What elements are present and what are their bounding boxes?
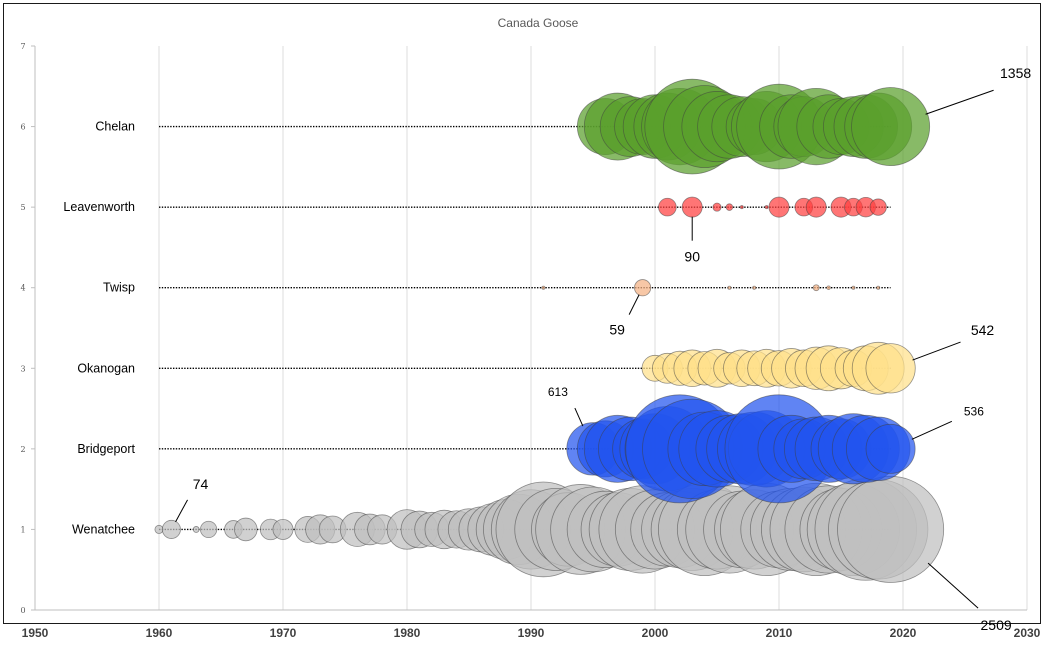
bubble [234, 517, 258, 542]
x-tick-label: 2030 [1014, 626, 1041, 640]
chart-title: Canada Goose [498, 16, 579, 30]
annotation-leader [927, 562, 979, 609]
row-label: Wenatchee [72, 522, 135, 536]
bubble [658, 197, 677, 217]
annotation-leader [911, 420, 953, 440]
annotation-label: 90 [684, 249, 700, 265]
row-label: Chelan [95, 120, 135, 134]
y-tick-label: 3 [20, 364, 25, 373]
annotation-label: 536 [964, 404, 984, 418]
annotation-label: 1358 [1000, 65, 1031, 81]
row-label: Bridgeport [77, 442, 135, 456]
x-tick-label: 2020 [890, 626, 917, 640]
x-tick-label: 1960 [146, 626, 173, 640]
annotation-label: 74 [193, 476, 209, 492]
annotation-label: 542 [971, 322, 995, 338]
y-tick-label: 2 [20, 445, 25, 454]
bubble [272, 518, 294, 540]
bubble [725, 203, 734, 211]
bubble [851, 87, 931, 167]
bubble [869, 198, 887, 216]
bubble [161, 519, 181, 539]
bubble [712, 202, 722, 212]
annotation-label: 2509 [981, 617, 1012, 633]
bubble [199, 520, 218, 539]
annotation-leader [628, 294, 640, 315]
annotation-leader [912, 341, 961, 361]
row-labels: Wenatchee Bridgeport Okanogan Twisp Leavenwo… [63, 120, 135, 537]
bubbles [154, 78, 945, 583]
bubble [865, 343, 916, 394]
bubble [764, 205, 769, 210]
bubble [865, 423, 916, 474]
bubble [681, 196, 703, 218]
bubble [727, 285, 732, 290]
bubble [826, 285, 831, 290]
row-label: Okanogan [77, 361, 135, 375]
y-tick-label: 0 [20, 606, 25, 615]
annotation-leader [925, 89, 994, 115]
bubble [837, 475, 945, 583]
x-tick-label: 2010 [766, 626, 793, 640]
bubble [768, 196, 790, 218]
y-tick-label: 4 [20, 284, 25, 293]
x-tick-label: 1970 [270, 626, 297, 640]
y-tick-label: 1 [20, 525, 25, 534]
x-tick-label: 2000 [642, 626, 669, 640]
bubble [876, 285, 881, 290]
x-tick-label: 1990 [518, 626, 545, 640]
annotation-label: 59 [609, 322, 625, 338]
bubble [192, 526, 200, 533]
row-label: Twisp [103, 281, 135, 295]
bubble [739, 205, 744, 210]
bubble [634, 279, 652, 297]
x-tick-label: 1950 [22, 626, 49, 640]
bubble [752, 285, 757, 290]
bubble [154, 524, 164, 534]
bubble [812, 284, 820, 292]
y-tick-label: 5 [20, 203, 25, 212]
row-label: Leavenworth [63, 200, 135, 214]
y-tick-label: 6 [20, 123, 25, 132]
annotations: 74 2509 613 536 542 59 90 1358 [175, 65, 1031, 633]
annotation-label: 613 [548, 385, 568, 399]
bubble [851, 285, 856, 290]
x-tick-label: 1980 [394, 626, 421, 640]
axes: 1950 1960 1970 1980 1990 2000 2010 2020 2030 0 1 2 3… [20, 42, 1040, 640]
y-tick-label: 7 [20, 42, 25, 51]
annotation-leader [574, 407, 584, 427]
bubble [541, 285, 546, 290]
bubble [805, 196, 827, 218]
annotation-leader [175, 499, 188, 523]
